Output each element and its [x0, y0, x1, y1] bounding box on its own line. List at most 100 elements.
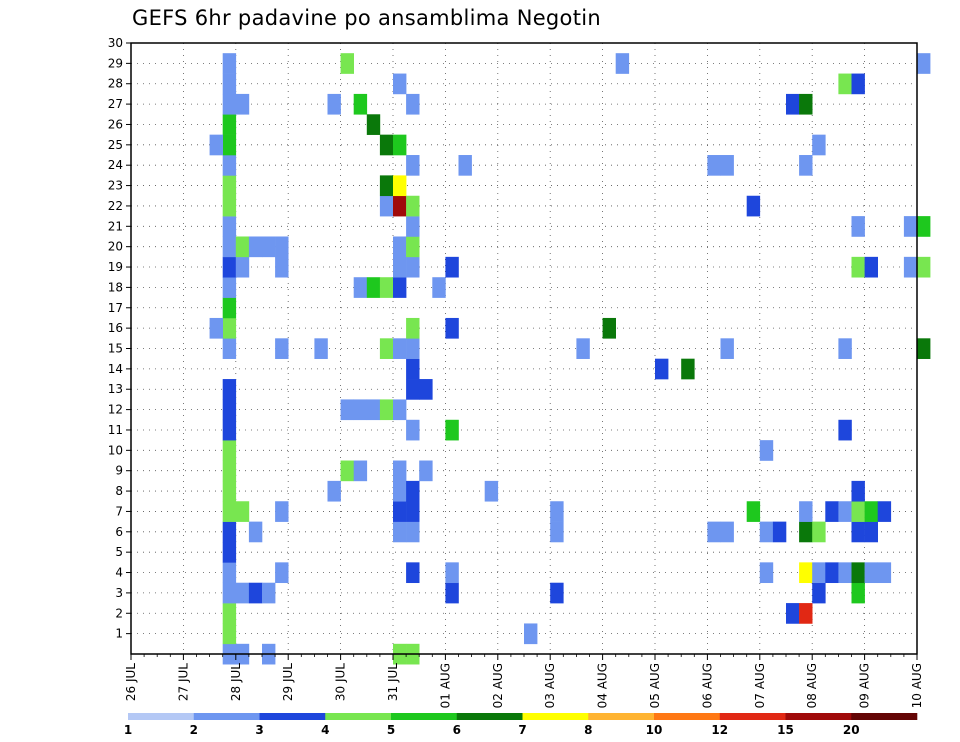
y-tick-label: 19: [108, 260, 123, 274]
x-tick-label: 30 JUL: [334, 663, 348, 701]
heatmap-cell: [275, 256, 289, 278]
heatmap-cell: [222, 297, 237, 319]
heatmap-cell: [406, 419, 420, 441]
heatmap-cell: [275, 562, 289, 584]
heatmap-cell: [550, 501, 564, 522]
heatmap-cell: [406, 480, 420, 502]
y-tick-label: 29: [108, 56, 123, 70]
colorbar-label: 1: [124, 723, 132, 737]
colorbar-swatch: [654, 713, 721, 720]
y-tick-label: 11: [108, 423, 123, 437]
heatmap-cell: [222, 603, 237, 624]
heatmap-cell: [222, 419, 237, 441]
colorbar-swatch: [719, 713, 786, 720]
colorbar-label: 5: [387, 723, 395, 737]
heatmap-cell: [340, 399, 354, 421]
heatmap-cell: [917, 256, 931, 278]
heatmap-cell: [393, 277, 407, 298]
heatmap-cell: [838, 419, 852, 441]
y-tick-label: 8: [115, 484, 123, 498]
heatmap-cell: [222, 480, 237, 502]
heatmap-cell: [235, 236, 250, 258]
heatmap-cell: [812, 521, 826, 543]
heatmap-cell: [222, 216, 237, 237]
heatmap-cell: [406, 317, 420, 339]
y-tick-label: 6: [115, 525, 123, 539]
x-axis: 26 JUL 27 JUL 28 JUL 29 JUL 30 JUL 31 JUL 01 A…: [124, 654, 924, 708]
heatmap-cell: [314, 338, 328, 359]
heatmap-cell: [864, 562, 878, 584]
heatmap-cell: [222, 175, 237, 197]
heatmap-cell: [222, 114, 237, 135]
heatmap-cell: [746, 501, 761, 522]
heatmap-cell: [222, 521, 237, 543]
y-tick-label: 28: [108, 77, 123, 91]
colorbar-swatch: [325, 713, 392, 720]
heatmap-cell: [235, 501, 250, 522]
heatmap-cell: [851, 216, 865, 237]
heatmap-cell: [379, 277, 394, 298]
heatmap-cell: [602, 317, 616, 339]
heatmap-cell: [851, 73, 865, 95]
heatmap-cell: [550, 521, 564, 543]
heatmap-cell: [393, 521, 407, 543]
y-tick-label: 2: [115, 606, 123, 620]
heatmap-cell: [917, 53, 931, 74]
heatmap-cell: [786, 603, 800, 624]
heatmap-cell: [851, 521, 865, 543]
heatmap-cell: [406, 256, 420, 278]
heatmap-cell: [772, 521, 787, 543]
heatmap-cell: [327, 93, 341, 115]
heatmap-cell: [707, 155, 721, 176]
heatmap-cell: [445, 317, 459, 339]
heatmap-cell: [235, 256, 250, 278]
heatmap-cell: [720, 155, 734, 176]
colorbar-label: 15: [777, 723, 794, 737]
y-tick-label: 14: [108, 362, 123, 376]
heatmap-cell: [799, 501, 813, 522]
heatmap-cell: [222, 93, 237, 115]
heatmap-cell: [222, 582, 237, 604]
heatmap-cell: [393, 175, 407, 197]
heatmap-cell: [877, 501, 892, 522]
y-tick-label: 15: [108, 342, 123, 356]
colorbar-label: 4: [321, 723, 329, 737]
y-tick-label: 21: [108, 219, 123, 233]
y-tick-label: 22: [108, 199, 123, 213]
heatmap-cell: [720, 338, 734, 359]
heatmap-cell: [759, 440, 774, 461]
heatmap-cell: [655, 358, 669, 380]
heatmap-cell: [419, 379, 433, 400]
heatmap-cell: [379, 399, 394, 421]
heatmap-cell: [445, 419, 459, 441]
heatmap-cell: [353, 277, 368, 298]
heatmap-cell: [379, 175, 394, 197]
heatmap-cell: [222, 317, 237, 339]
heatmap-cell: [917, 216, 931, 237]
colorbar-swatch: [785, 713, 852, 720]
heatmap-cell: [838, 562, 852, 584]
x-tick-label: 27 JUL: [176, 663, 190, 701]
heatmap-cell: [445, 562, 459, 584]
heatmap-cell: [851, 582, 865, 604]
heatmap-cell: [406, 338, 420, 359]
heatmap-cell: [393, 399, 407, 421]
heatmap-cell: [406, 562, 420, 584]
heatmap-cell: [903, 216, 918, 237]
heatmap-cell: [707, 521, 721, 543]
heatmap-cell: [393, 501, 407, 522]
heatmap-cell: [406, 155, 420, 176]
heatmap-cell: [393, 256, 407, 278]
heatmap-cell: [275, 501, 289, 522]
heatmap-cell: [222, 623, 237, 645]
y-tick-label: 12: [108, 403, 123, 417]
colorbar-label: 8: [584, 723, 592, 737]
x-tick-label: 07 AUG: [753, 663, 767, 708]
heatmap-cell: [393, 460, 407, 482]
heatmap-cell: [366, 399, 381, 421]
heatmap-cell: [248, 521, 263, 543]
heatmap-cell: [720, 521, 734, 543]
x-tick-label: 02 AUG: [491, 663, 505, 708]
x-tick-label: 03 AUG: [543, 663, 557, 708]
x-tick-label: 08 AUG: [805, 663, 819, 708]
